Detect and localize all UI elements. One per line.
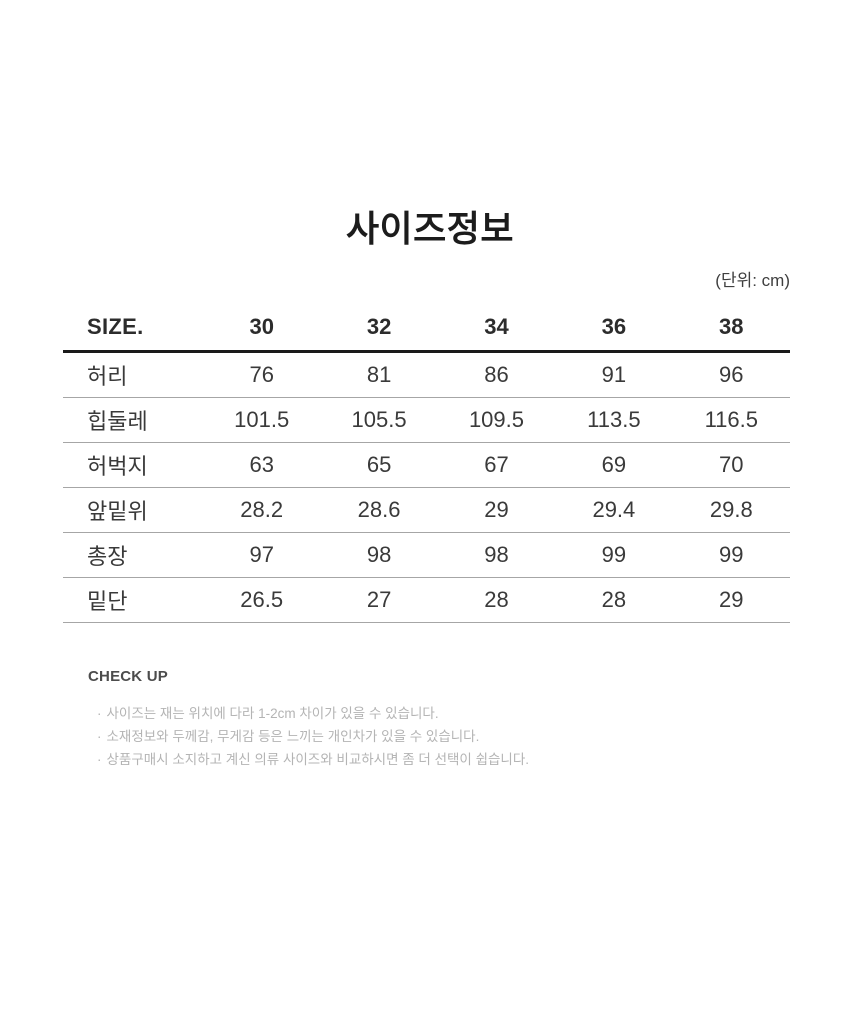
table-row-hem: 밑단 26.5 27 28 28 29 — [63, 577, 790, 623]
units-label: (단위: cm) — [715, 271, 790, 290]
row-label: 힙둘레 — [63, 397, 203, 443]
size-value-cell: 116.5 — [672, 397, 790, 443]
size-value-cell: 65 — [320, 442, 438, 488]
size-value-cell: 63 — [203, 442, 321, 488]
size-column-header: 38 — [672, 303, 790, 353]
row-label: 앞밑위 — [63, 487, 203, 533]
size-value-cell: 26.5 — [203, 577, 321, 623]
row-label: 밑단 — [63, 577, 203, 623]
size-value-cell: 76 — [203, 351, 321, 398]
size-value-cell: 99 — [672, 532, 790, 578]
size-value-cell: 98 — [437, 532, 556, 578]
bullet-glyph: · — [97, 706, 102, 721]
size-value-cell: 69 — [555, 442, 673, 488]
table-row-total-length: 총장 97 98 98 99 99 — [63, 532, 790, 578]
size-value-cell: 109.5 — [437, 397, 556, 443]
size-column-header: 34 — [437, 303, 556, 353]
size-value-cell: 81 — [320, 351, 438, 398]
note-text: 상품구매시 소지하고 계신 의류 사이즈와 비교하시면 좀 더 선택이 쉽습니다… — [106, 752, 530, 767]
size-value-cell: 27 — [320, 577, 438, 623]
size-table-corner-label: SIZE. — [63, 303, 203, 353]
size-table: SIZE. 30 32 34 36 38 허리 76 81 86 91 96 — [63, 303, 790, 623]
row-label: 총장 — [63, 532, 203, 578]
size-column-header: 32 — [320, 303, 438, 353]
row-label: 허벅지 — [63, 442, 203, 488]
page-title: 사이즈정보 — [345, 208, 515, 249]
size-column-header: 36 — [555, 303, 673, 353]
size-value-cell: 96 — [672, 351, 790, 398]
size-value-cell: 86 — [437, 351, 556, 398]
size-value-cell: 29.4 — [555, 487, 673, 533]
table-row-waist: 허리 76 81 86 91 96 — [63, 351, 790, 398]
size-column-header: 30 — [203, 303, 321, 353]
size-value-cell: 29 — [437, 487, 556, 533]
size-value-cell: 28.6 — [320, 487, 438, 533]
size-value-cell: 105.5 — [320, 397, 438, 443]
table-row-hip: 힙둘레 101.5 105.5 109.5 113.5 116.5 — [63, 397, 790, 443]
note-item: · 사이즈는 재는 위치에 다라 1-2cm 차이가 있을 수 있습니다. — [97, 702, 860, 725]
bullet-glyph: · — [97, 752, 102, 767]
size-value-cell: 28 — [555, 577, 673, 623]
size-value-cell: 29.8 — [672, 487, 790, 533]
size-value-cell: 113.5 — [555, 397, 673, 443]
table-row-front-rise: 앞밑위 28.2 28.6 29 29.4 29.8 — [63, 487, 790, 533]
check-up-title: CHECK UP — [88, 668, 168, 685]
note-text: 사이즈는 재는 위치에 다라 1-2cm 차이가 있을 수 있습니다. — [106, 706, 439, 721]
note-text: 소재정보와 두께감, 무게감 등은 느끼는 개인차가 있을 수 있습니다. — [106, 729, 480, 744]
note-item: · 상품구매시 소지하고 계신 의류 사이즈와 비교하시면 좀 더 선택이 쉽습니… — [97, 748, 860, 771]
size-value-cell: 91 — [555, 351, 673, 398]
size-value-cell: 28.2 — [203, 487, 321, 533]
size-value-cell: 101.5 — [203, 397, 321, 443]
size-value-cell: 29 — [672, 577, 790, 623]
size-value-cell: 28 — [437, 577, 556, 623]
size-value-cell: 97 — [203, 532, 321, 578]
size-value-cell: 98 — [320, 532, 438, 578]
row-label: 허리 — [63, 351, 203, 398]
table-row-thigh: 허벅지 63 65 67 69 70 — [63, 442, 790, 488]
bullet-glyph: · — [97, 729, 102, 744]
size-table-header-row: SIZE. 30 32 34 36 38 — [63, 303, 790, 353]
size-value-cell: 99 — [555, 532, 673, 578]
size-value-cell: 67 — [437, 442, 556, 488]
check-up-notes: · 사이즈는 재는 위치에 다라 1-2cm 차이가 있을 수 있습니다. · 소재… — [97, 702, 860, 771]
size-value-cell: 70 — [672, 442, 790, 488]
note-item: · 소재정보와 두께감, 무게감 등은 느끼는 개인차가 있을 수 있습니다. — [97, 725, 860, 748]
